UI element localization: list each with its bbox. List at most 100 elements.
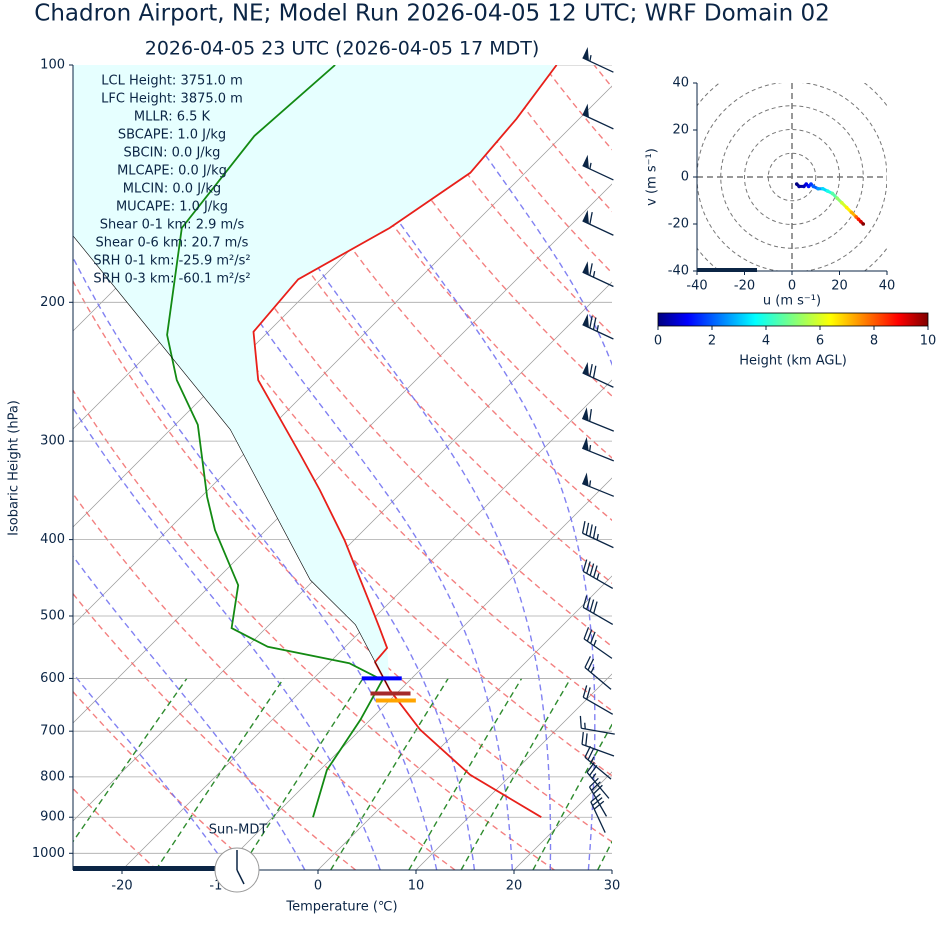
barb-full xyxy=(591,781,601,791)
speed-ring xyxy=(767,152,817,202)
barb-staff xyxy=(581,447,615,462)
barb-staff xyxy=(582,57,614,73)
hodograph-x-label: u (m s⁻¹) xyxy=(763,294,821,309)
barb-full xyxy=(592,365,597,379)
barb-staff xyxy=(582,113,614,130)
y-tick-label: 300 xyxy=(40,434,65,449)
barb-flag xyxy=(582,437,589,451)
barb-full xyxy=(592,797,603,806)
y-tick-label: 900 xyxy=(40,810,65,825)
barb-full xyxy=(587,748,595,761)
hodograph-point xyxy=(840,201,844,205)
hodograph-plot xyxy=(697,83,887,271)
dry-adiabat xyxy=(696,65,936,870)
isotherm xyxy=(219,477,612,870)
wind-barb xyxy=(582,362,614,388)
annotation: SBCAPE: 1.0 J/kg xyxy=(118,128,226,143)
hodograph-point xyxy=(804,182,809,186)
annotation: SBCIN: 0.0 J/kg xyxy=(124,146,221,161)
barb-full xyxy=(592,526,597,539)
annotation: SRH 0-3 km: -60.1 m²/s² xyxy=(93,272,250,287)
barb-full xyxy=(585,733,588,746)
barb-full xyxy=(581,521,586,534)
colorbar-tick-label: 8 xyxy=(870,334,878,349)
colorbar xyxy=(657,312,929,327)
mixing-ratio-line xyxy=(330,678,449,870)
hodograph-point xyxy=(849,210,854,215)
isotherm xyxy=(73,183,612,724)
dry-adiabat xyxy=(441,65,612,274)
barb-full xyxy=(589,599,595,612)
wind-barb xyxy=(582,261,614,288)
dry-adiabat xyxy=(746,65,936,870)
wind-barb xyxy=(582,685,614,715)
mixing-ratio-line xyxy=(460,678,572,870)
hodograph-x-tick-label: 0 xyxy=(788,279,796,294)
barb-flag xyxy=(582,103,589,118)
barb-staff xyxy=(583,638,613,659)
barb-full xyxy=(590,793,601,803)
hodograph-point xyxy=(809,182,813,186)
barb-half xyxy=(591,773,597,779)
hodograph-point xyxy=(854,215,858,219)
cin-shading xyxy=(73,65,557,691)
wind-barb xyxy=(582,209,614,236)
hodograph-point xyxy=(825,189,830,193)
y-tick-label: 700 xyxy=(40,724,65,739)
wind-barb xyxy=(581,732,615,757)
hodograph-y-tick-label: -20 xyxy=(668,217,689,232)
dry-adiabat xyxy=(797,65,936,870)
dry-adiabat xyxy=(491,65,612,213)
barb-full xyxy=(589,524,593,537)
barb-full xyxy=(586,761,595,773)
plot-area xyxy=(73,65,612,854)
barb-full xyxy=(587,658,595,671)
x-tick-label: 0 xyxy=(314,879,322,894)
barb-half xyxy=(589,55,592,62)
barb-full xyxy=(579,715,582,729)
x-tick-label: 30 xyxy=(604,879,621,894)
barb-flag xyxy=(582,362,589,376)
annotation: SRH 0-1 km: -25.9 m²/s² xyxy=(93,254,250,269)
barb-full xyxy=(593,565,598,578)
barb-full xyxy=(592,317,597,330)
y-tick-label: 200 xyxy=(40,295,65,310)
colorbar-tick-label: 6 xyxy=(816,334,824,349)
colorbar-tick-label: 4 xyxy=(762,334,770,349)
barb-full xyxy=(581,732,584,745)
barb-half xyxy=(590,756,595,763)
barb-half xyxy=(589,162,592,170)
hodograph: -40 -20 0 20 40 -40 -20 0 20 40 0 2 4 6 8 10 xyxy=(654,76,936,349)
wind-barb xyxy=(583,627,613,659)
dry-adiabat xyxy=(899,65,936,870)
hodograph-bar xyxy=(697,268,757,272)
dry-adiabat xyxy=(848,65,936,870)
y-axis-label: Isobaric Height (hPa) xyxy=(7,400,22,536)
colorbar-label: Height (km AGL) xyxy=(739,354,847,369)
barb-full xyxy=(589,409,593,422)
annotation: MLCIN: 0.0 J/kg xyxy=(123,182,221,197)
wind-barb xyxy=(582,313,614,340)
isotherm xyxy=(513,771,612,870)
dry-adiabat xyxy=(73,592,357,870)
hodograph-point xyxy=(859,219,863,224)
isotherm xyxy=(121,379,612,870)
x-tick-label: 10 xyxy=(408,879,425,894)
barb-staff xyxy=(582,606,614,626)
hodograph-x-tick-label: -40 xyxy=(686,279,707,294)
barb-full xyxy=(593,800,605,810)
isotherm xyxy=(317,575,612,870)
wind-barb xyxy=(581,437,615,462)
barb-staff xyxy=(581,417,615,432)
x-tick-label: -20 xyxy=(111,879,132,894)
colorbar-tick-label: 0 xyxy=(654,334,662,349)
clock-label: Sun-MDT xyxy=(209,823,268,838)
moist-adiabat xyxy=(199,65,552,870)
y-tick-label: 600 xyxy=(40,671,65,686)
wind-barb xyxy=(582,103,614,130)
wind-barb xyxy=(582,46,614,73)
hodograph-point xyxy=(811,184,816,189)
wind-barb xyxy=(581,407,615,432)
hodograph-x-tick-label: -20 xyxy=(734,279,755,294)
